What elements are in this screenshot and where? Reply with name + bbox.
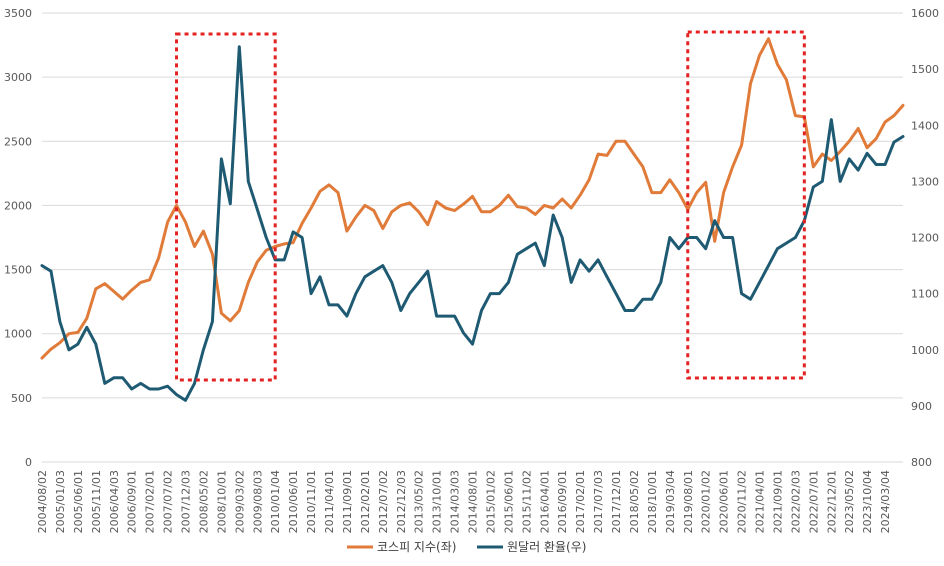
x-tick-label: 2018/10/01 <box>646 470 659 533</box>
x-tick-label: 2012/12/03 <box>395 470 408 533</box>
x-tick-label: 2021/04/01 <box>754 470 767 533</box>
x-tick-label: 2023/05/02 <box>843 470 856 533</box>
y-left-tick-label: 500 <box>11 392 32 405</box>
y-right-tick-label: 1200 <box>911 232 939 245</box>
y-right-tick-label: 1000 <box>911 344 939 357</box>
x-tick-label: 2010/11/01 <box>305 470 318 533</box>
x-tick-label: 2009/08/03 <box>251 470 264 533</box>
y-left-tick-label: 3500 <box>4 7 32 20</box>
x-tick-label: 2009/03/02 <box>233 470 246 533</box>
y-left-tick-label: 3000 <box>4 71 32 84</box>
x-tick-label: 2020/01/02 <box>700 470 713 533</box>
x-tick-label: 2020/06/01 <box>718 470 731 533</box>
x-tick-label: 2023/10/04 <box>861 470 874 533</box>
y-right-tick-label: 900 <box>911 400 932 413</box>
highlight-box-1 <box>175 32 277 382</box>
x-tick-label: 2006/04/03 <box>108 470 121 533</box>
x-tick-label: 2004/08/02 <box>36 470 49 533</box>
x-tick-label: 2008/05/02 <box>197 470 210 533</box>
x-tick-label: 2012/02/01 <box>359 470 372 533</box>
x-tick-label: 2010/01/04 <box>269 470 282 533</box>
y-right-tick-label: 1300 <box>911 175 939 188</box>
y-left-tick-label: 1000 <box>4 328 32 341</box>
x-tick-label: 2005/06/01 <box>72 470 85 533</box>
series-line-2 <box>40 45 905 402</box>
x-tick-label: 2010/06/01 <box>287 470 300 533</box>
x-tick-label: 2012/07/02 <box>377 470 390 533</box>
x-tick-label: 2014/03/03 <box>449 470 462 533</box>
x-tick-label: 2022/07/01 <box>807 470 820 533</box>
y-right-tick-label: 1400 <box>911 119 939 132</box>
x-tick-label: 2011/09/01 <box>341 470 354 533</box>
x-tick-label: 2005/11/01 <box>90 470 103 533</box>
x-tick-label: 2005/01/03 <box>54 470 67 533</box>
y-right-tick-label: 1600 <box>911 7 939 20</box>
x-tick-label: 2016/04/01 <box>538 470 551 533</box>
legend-label-2: 원달러 환율(우) <box>507 540 586 554</box>
x-tick-label: 2007/02/01 <box>144 470 157 533</box>
x-tick-label: 2017/12/01 <box>610 470 623 533</box>
y-right-tick-label: 1500 <box>911 63 939 76</box>
x-tick-label: 2020/11/02 <box>736 470 749 533</box>
x-tick-label: 2018/05/02 <box>628 470 641 533</box>
legend-label-1: 코스피 지수(좌) <box>377 540 456 554</box>
y-right-tick-label: 800 <box>911 456 932 469</box>
x-tick-label: 2014/08/01 <box>467 470 480 533</box>
highlight-box-2 <box>686 30 806 380</box>
x-tick-label: 2019/08/01 <box>682 470 695 533</box>
y-left-tick-label: 2000 <box>4 199 32 212</box>
x-tick-label: 2021/09/01 <box>771 470 784 533</box>
x-tick-label: 2006/09/01 <box>126 470 139 533</box>
x-tick-label: 2011/04/01 <box>323 470 336 533</box>
y-left-tick-label: 0 <box>25 456 32 469</box>
y-left-tick-label: 2500 <box>4 135 32 148</box>
series-line-1 <box>40 37 905 360</box>
x-tick-label: 2022/02/03 <box>789 470 802 533</box>
x-tick-label: 2015/11/02 <box>520 470 533 533</box>
x-tick-label: 2016/09/01 <box>556 470 569 533</box>
y-left-tick-label: 1500 <box>4 264 32 277</box>
x-tick-label: 2017/07/03 <box>592 470 605 533</box>
x-tick-label: 2008/10/01 <box>215 470 228 533</box>
x-tick-label: 2015/06/01 <box>502 470 515 533</box>
x-tick-label: 2024/03/04 <box>879 470 892 533</box>
x-tick-label: 2019/03/04 <box>664 470 677 533</box>
x-tick-label: 2017/02/01 <box>574 470 587 533</box>
x-tick-label: 2015/01/02 <box>484 470 497 533</box>
x-tick-label: 2007/12/03 <box>180 470 193 533</box>
x-tick-label: 2013/05/02 <box>413 470 426 533</box>
x-tick-label: 2022/12/01 <box>825 470 838 533</box>
x-tick-label: 2013/10/01 <box>431 470 444 533</box>
x-tick-label: 2007/07/02 <box>162 470 175 533</box>
y-right-tick-label: 1100 <box>911 288 939 301</box>
